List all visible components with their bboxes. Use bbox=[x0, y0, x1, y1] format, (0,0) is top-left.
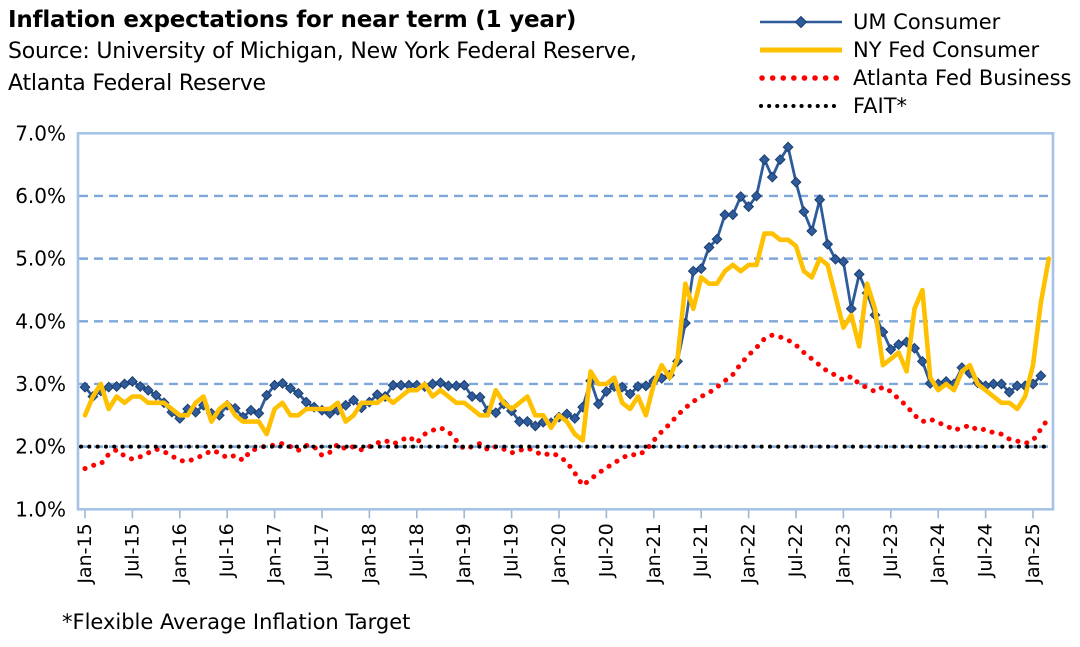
x-axis-label: Jul-17 bbox=[311, 523, 333, 578]
legend-label: UM Consumer bbox=[853, 10, 1001, 34]
legend-item-um-consumer: UM Consumer bbox=[758, 8, 1071, 36]
x-axis-label: Jan-16 bbox=[169, 523, 191, 584]
x-axis-label: Jul-18 bbox=[406, 523, 428, 578]
chart-source-line2: Atlanta Federal Reserve bbox=[8, 71, 266, 96]
title-block: Inflation expectations for near term (1 … bbox=[8, 4, 753, 100]
y-axis-label: 5.0% bbox=[15, 247, 66, 271]
x-axis-label: Jul-19 bbox=[501, 523, 523, 578]
x-axis-label: Jan-17 bbox=[264, 523, 286, 584]
x-axis-label: Jan-22 bbox=[738, 523, 760, 584]
legend-item-ny-fed-consumer: NY Fed Consumer bbox=[758, 36, 1071, 64]
x-axis-label: Jan-25 bbox=[1022, 523, 1044, 584]
chart-title: Inflation expectations for near term (1 … bbox=[8, 7, 577, 33]
x-axis-ticks bbox=[84, 510, 1034, 519]
x-axis-label: Jan-23 bbox=[832, 523, 854, 584]
y-axis-label: 6.0% bbox=[15, 184, 66, 208]
y-axis-label: 1.0% bbox=[15, 497, 66, 521]
x-axis-label: Jul-20 bbox=[595, 523, 617, 578]
legend-item-atlanta-fed-business: Atlanta Fed Business bbox=[758, 64, 1071, 92]
x-axis-label: Jan-15 bbox=[74, 523, 96, 584]
series-um-consumer bbox=[79, 141, 1047, 432]
x-axis-label: Jul-23 bbox=[880, 523, 902, 578]
series-ny-fed-consumer bbox=[82, 231, 1052, 443]
ny-fed-line-icon bbox=[760, 47, 842, 53]
x-axis-label: Jan-24 bbox=[927, 523, 949, 584]
x-axis-label: Jul-16 bbox=[216, 523, 238, 578]
x-axis-label: Jan-18 bbox=[358, 523, 380, 584]
atlanta-fed-dotted-line-icon bbox=[759, 75, 844, 81]
x-axis-labels: Jan-15 Jul-15 Jan-16 Jul-16 Jan-17 Jul-17 Jan-… bbox=[74, 523, 1044, 584]
y-axis-label: 4.0% bbox=[15, 309, 66, 333]
gridlines bbox=[79, 194, 1052, 448]
legend-label: Atlanta Fed Business bbox=[853, 66, 1072, 90]
um-consumer-line-diamond-icon bbox=[760, 15, 842, 29]
plot-border bbox=[76, 132, 1055, 511]
series-atlanta-fed-business bbox=[82, 332, 1052, 488]
y-axis-label: 3.0% bbox=[15, 372, 66, 396]
x-axis-label: Jan-20 bbox=[548, 523, 570, 584]
chart-source-line1: Source: University of Michigan, New York… bbox=[8, 39, 637, 64]
legend-label: NY Fed Consumer bbox=[853, 38, 1040, 62]
y-axis-label: 7.0% bbox=[15, 121, 66, 145]
x-axis-label: Jan-21 bbox=[643, 523, 665, 584]
y-axis-label: 2.0% bbox=[15, 435, 66, 459]
x-axis-label: Jul-21 bbox=[690, 523, 712, 578]
x-axis-label: Jul-24 bbox=[975, 523, 997, 578]
fait-dotted-line-icon bbox=[759, 104, 844, 108]
legend-item-fait: FAIT* bbox=[758, 92, 1071, 120]
x-axis-label: Jul-22 bbox=[785, 523, 807, 578]
footnote: *Flexible Average Inflation Target bbox=[62, 610, 411, 634]
legend-label: FAIT* bbox=[853, 94, 908, 118]
x-axis-label: Jan-19 bbox=[453, 523, 475, 584]
chart-legend: UM Consumer NY Fed Consumer Atlanta Fed … bbox=[758, 8, 1071, 120]
x-axis-label: Jul-15 bbox=[121, 523, 143, 578]
y-axis-labels: 7.0% 6.0% 5.0% 4.0% 3.0% 2.0% 1.0% bbox=[15, 121, 66, 521]
